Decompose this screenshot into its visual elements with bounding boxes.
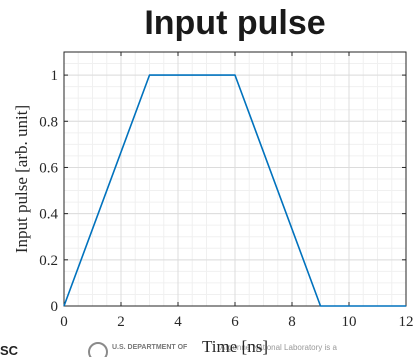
- y-tick-label: 0: [51, 299, 59, 315]
- doe-department-text: U.S. DEPARTMENT OF: [112, 344, 188, 351]
- doe-seal-icon: [88, 342, 108, 357]
- x-tick-label: 8: [288, 314, 296, 330]
- y-tick-label: 0.8: [39, 114, 58, 130]
- series-line: [63, 74, 406, 307]
- x-tick-labels: 0 2 4 6 8 10 12: [60, 314, 413, 330]
- chart-title: Input pulse: [144, 4, 326, 42]
- footer-strip: SC U.S. DEPARTMENT OF Argonne National L…: [0, 340, 417, 357]
- x-tick-label: 12: [399, 314, 414, 330]
- x-tick-label: 2: [117, 314, 125, 330]
- y-tick-label: 0.4: [39, 207, 58, 223]
- series-layer: [63, 74, 406, 307]
- x-tick-label: 6: [231, 314, 239, 330]
- x-tick-label: 4: [174, 314, 182, 330]
- y-axis-label: Input pulse [arb. unit]: [12, 105, 31, 253]
- y-tick-labels: 0 0.2 0.4 0.6 0.8 1: [39, 68, 58, 315]
- y-tick-label: 0.2: [39, 253, 58, 269]
- x-tick-label: 10: [342, 314, 357, 330]
- y-tick-label: 0.6: [39, 160, 58, 176]
- y-tick-label: 1: [51, 68, 59, 84]
- x-tick-label: 0: [60, 314, 68, 330]
- footer-logo-text: SC: [0, 343, 19, 357]
- lab-note-text: Argonne National Laboratory is a: [220, 343, 337, 352]
